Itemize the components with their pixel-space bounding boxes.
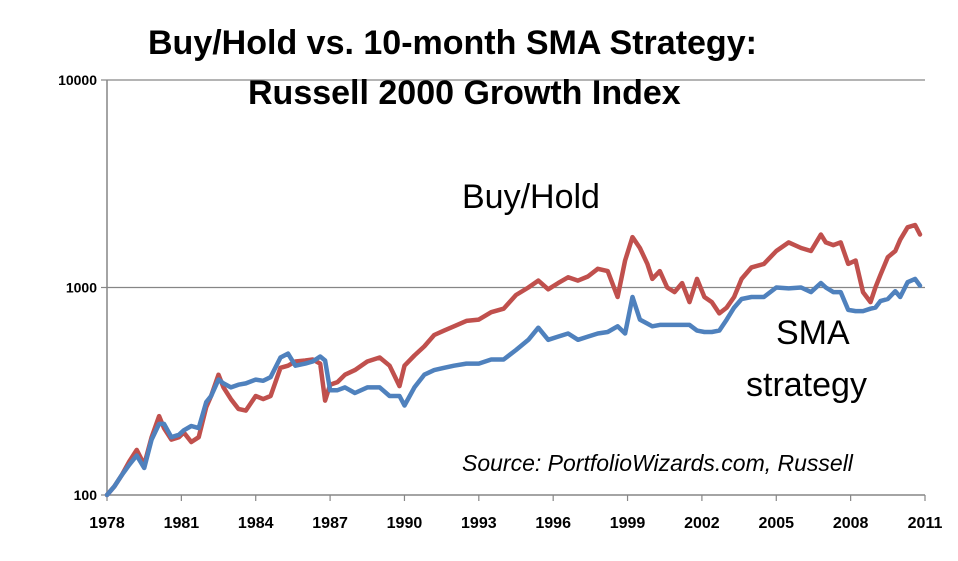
sma-annotation-line1: SMA bbox=[776, 314, 850, 352]
y-tick-label: 1000 bbox=[66, 280, 97, 296]
x-tick-label: 2002 bbox=[684, 515, 720, 532]
y-tick-label: 100 bbox=[74, 487, 98, 503]
x-tick-label: 1984 bbox=[238, 515, 274, 532]
x-tick-label: 1981 bbox=[164, 515, 200, 532]
x-tick-label: 1996 bbox=[535, 515, 571, 532]
buy-hold-annotation: Buy/Hold bbox=[462, 178, 600, 216]
x-tick-label: 2005 bbox=[758, 515, 794, 532]
series-line-sma-strategy bbox=[104, 276, 923, 498]
x-tick-label: 2011 bbox=[908, 515, 943, 532]
y-axis-ticks: 100 1000 10000 bbox=[58, 72, 107, 503]
x-tick-label: 1987 bbox=[312, 515, 348, 532]
chart-title-line2: Russell 2000 Growth Index bbox=[248, 74, 681, 112]
x-tick-label: 1993 bbox=[461, 515, 497, 532]
x-axis-ticks: 1978 1981 1984 1987 1990 1993 1996 1999 2002 2005… bbox=[89, 495, 942, 532]
x-tick-label: 2008 bbox=[833, 515, 869, 532]
y-tick-label: 10000 bbox=[58, 72, 97, 88]
sma-annotation-line2: strategy bbox=[746, 366, 867, 404]
chart-title-line1: Buy/Hold vs. 10-month SMA Strategy: bbox=[148, 24, 757, 62]
x-tick-label: 1978 bbox=[89, 515, 125, 532]
series-lines bbox=[104, 222, 923, 498]
x-tick-label: 1999 bbox=[610, 515, 646, 532]
x-tick-label: 1990 bbox=[387, 515, 423, 532]
source-annotation: Source: PortfolioWizards.com, Russell bbox=[462, 450, 853, 476]
